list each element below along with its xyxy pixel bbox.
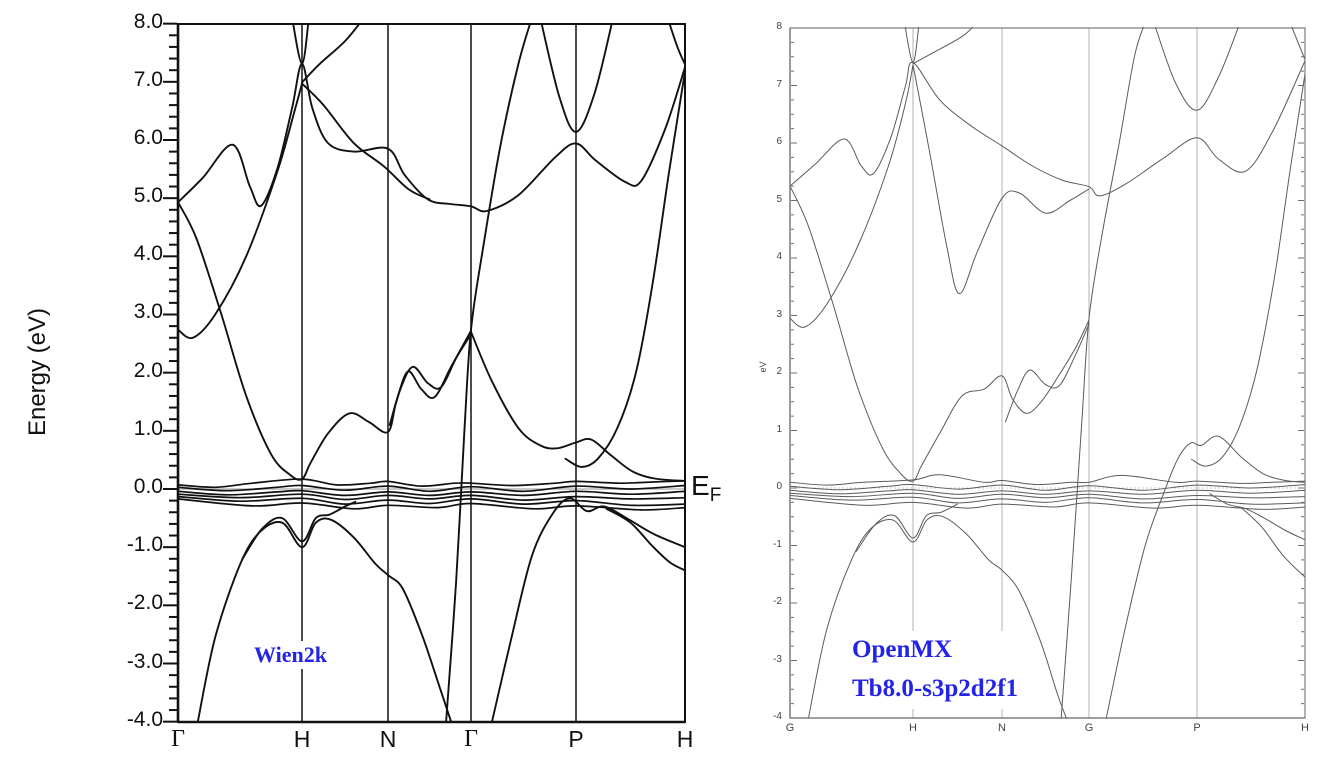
y-tick-label: -2.0 [126, 591, 163, 615]
k-point-label: H [293, 726, 311, 752]
fermi-level-subscript: F [709, 485, 722, 506]
k-point-label: P [568, 726, 584, 752]
y-tick-label: 3 [776, 308, 782, 320]
y-tick-label: 8.0 [133, 9, 163, 33]
y-tick-label: 4 [776, 251, 782, 262]
fermi-level-symbol: E [691, 470, 710, 501]
y-tick-label: 2.0 [133, 358, 163, 382]
k-point-label: H [1301, 722, 1309, 734]
k-point-label: P [1193, 722, 1201, 734]
openmx-label: OpenMX [852, 636, 952, 663]
y-tick-label: -2 [773, 596, 782, 607]
y-tick-label: 1.0 [133, 416, 163, 440]
k-point-label: Γ [464, 726, 478, 752]
openmx-label-block: OpenMX Tb8.0-s3p2d2f1 [849, 631, 1022, 709]
y-tick-label: 6.0 [133, 125, 163, 149]
k-point-label: G [785, 722, 795, 734]
left-energy-axis-label: Energy (eV) [24, 307, 51, 437]
k-point-label: H [676, 726, 694, 752]
fermi-level-label: EF [691, 470, 721, 507]
y-tick-label: -3.0 [126, 649, 163, 673]
y-tick-label: 0.0 [133, 475, 163, 498]
y-tick-label: 1 [776, 423, 782, 435]
y-tick-label: 7 [776, 78, 782, 90]
y-tick-label: 5.0 [133, 184, 163, 208]
k-point-label: Γ [171, 726, 185, 752]
k-point-label: G [1084, 722, 1094, 734]
y-tick-label: 0 [776, 481, 782, 492]
y-tick-label: -4.0 [126, 707, 163, 731]
y-tick-label: 2 [776, 366, 782, 377]
wien2k-label: Wien2k [251, 641, 330, 669]
y-tick-label: -4 [773, 711, 782, 722]
y-tick-label: 5 [776, 193, 782, 205]
y-tick-label: -3 [773, 653, 782, 665]
y-tick-label: -1 [773, 538, 782, 550]
k-point-label: H [909, 722, 917, 734]
y-tick-label: -1.0 [126, 533, 163, 557]
basis-set-label: Tb8.0-s3p2d2f1 [852, 674, 1019, 702]
k-point-label: N [998, 722, 1006, 734]
y-tick-label: 4.0 [133, 242, 163, 266]
k-point-label: N [379, 726, 397, 752]
y-tick-label: 7.0 [133, 67, 163, 91]
y-tick-label: 8 [776, 21, 782, 32]
y-tick-label: 3.0 [133, 300, 163, 324]
y-tick-label: 6 [776, 136, 782, 147]
